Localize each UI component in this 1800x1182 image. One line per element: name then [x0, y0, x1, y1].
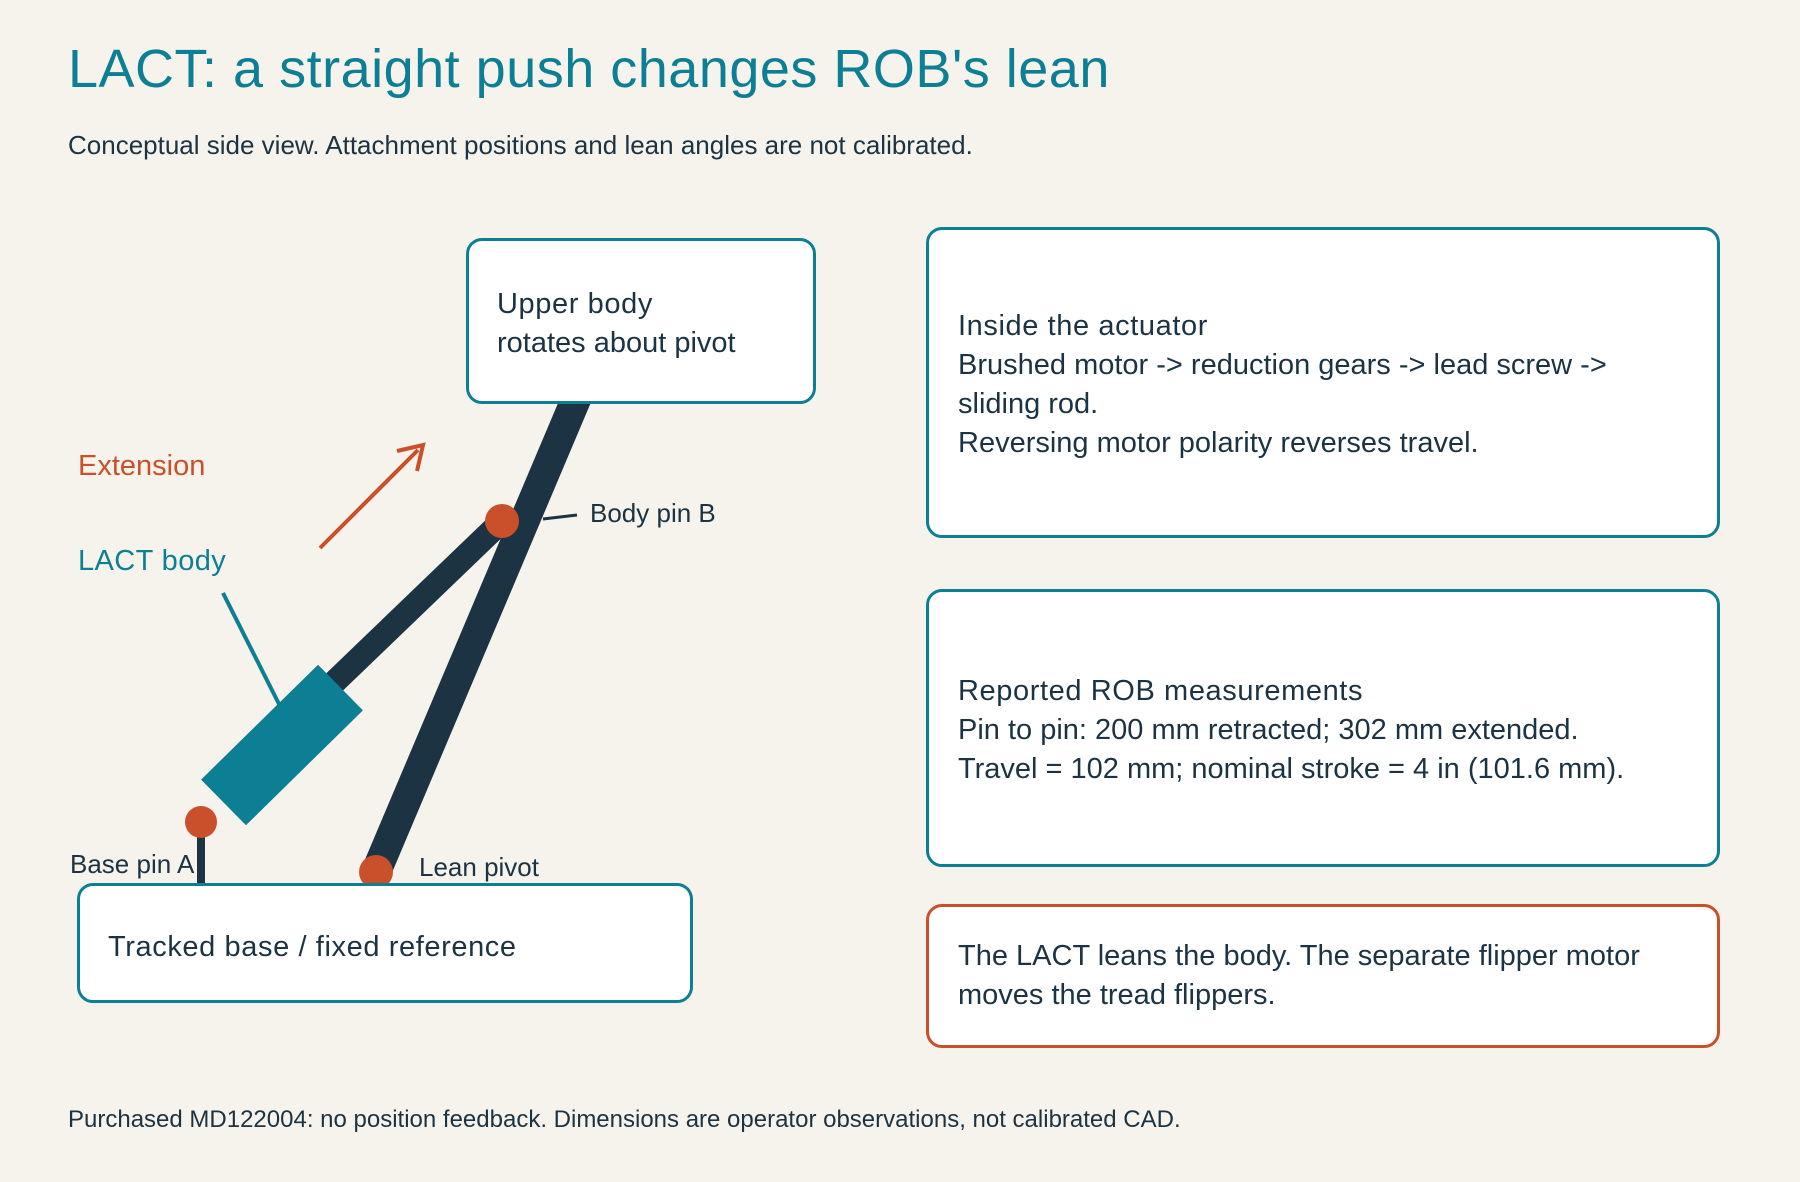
flipper-note-box: The LACT leans the body. The separate fl… [926, 904, 1720, 1048]
extension-arrow-shaft [318, 448, 420, 550]
measurements-note-line-1: Pin to pin: 200 mm retracted; 302 mm ext… [958, 714, 1579, 746]
lact-body-label: LACT body [78, 545, 227, 577]
lact-body-leader [221, 592, 285, 713]
upper-body-strut [362, 379, 596, 878]
upper-body-line-2: rotates about pivot [497, 327, 736, 359]
actuator-note-box: Inside the actuator Brushed motor -> red… [926, 227, 1720, 538]
tracked-base-label: Tracked base / fixed reference [108, 931, 517, 963]
base-pin-a-marker [185, 806, 217, 838]
upper-body-box: Upper body rotates about pivot [466, 238, 816, 404]
measurements-note-line-2: Travel = 102 mm; nominal stroke = 4 in (… [958, 753, 1625, 785]
upper-body-line-1: Upper body [497, 288, 653, 320]
extension-arrow-head [396, 442, 426, 472]
lact-cylinder [201, 664, 363, 826]
flipper-note-line-2: moves the tread flippers. [958, 979, 1276, 1011]
actuator-note-heading: Inside the actuator [958, 310, 1208, 342]
measurements-note-heading: Reported ROB measurements [958, 675, 1364, 707]
body-pin-b-marker [485, 504, 519, 538]
actuator-note-line-3: Reversing motor polarity reverses travel… [958, 427, 1479, 459]
tracked-base-box: Tracked base / fixed reference [77, 883, 693, 1003]
footer-note: Purchased MD122004: no position feedback… [68, 1106, 1181, 1133]
extension-label: Extension [78, 450, 206, 482]
measurements-note-box: Reported ROB measurements Pin to pin: 20… [926, 589, 1720, 867]
base-pin-a-label: Base pin A [70, 849, 195, 879]
page-title: LACT: a straight push changes ROB's lean [68, 39, 1110, 99]
lean-pivot-marker [359, 855, 393, 889]
page-subtitle: Conceptual side view. Attachment positio… [68, 130, 973, 160]
lean-pivot-label: Lean pivot [419, 852, 539, 882]
actuator-note-line-2: sliding rod. [958, 388, 1099, 420]
flipper-note-line-1: The LACT leans the body. The separate fl… [958, 940, 1640, 972]
actuator-note-line-1: Brushed motor -> reduction gears -> lead… [958, 349, 1607, 381]
body-pin-b-leader [542, 513, 578, 521]
body-pin-b-label: Body pin B [590, 498, 716, 528]
